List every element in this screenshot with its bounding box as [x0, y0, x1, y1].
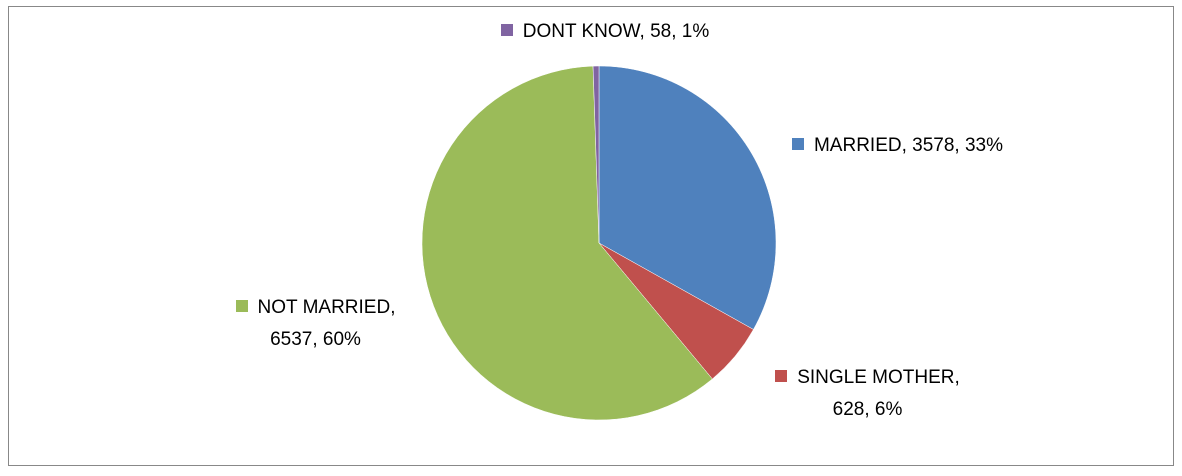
data-label: MARRIED, 3578, 33% — [775, 130, 1020, 162]
data-label: NOT MARRIED, 6537, 60% — [218, 292, 413, 356]
data-label: SINGLE MOTHER, 628, 6% — [760, 362, 975, 426]
pie-slice — [598, 65, 777, 330]
legend-swatch — [500, 24, 513, 36]
legend-swatch — [235, 300, 248, 312]
legend-swatch — [775, 370, 788, 382]
data-label-text: MARRIED, 3578, 33% — [813, 135, 1004, 156]
data-label-text: DONT KNOW, 58, 1% — [522, 21, 710, 42]
data-label-text: NOT MARRIED, 6537, 60% — [257, 297, 396, 350]
pie-slice — [592, 65, 600, 244]
pie-slice — [421, 65, 713, 421]
legend-swatch — [791, 138, 804, 150]
data-label: DONT KNOW, 58, 1% — [480, 16, 730, 48]
data-label-text: SINGLE MOTHER, 628, 6% — [797, 367, 960, 420]
